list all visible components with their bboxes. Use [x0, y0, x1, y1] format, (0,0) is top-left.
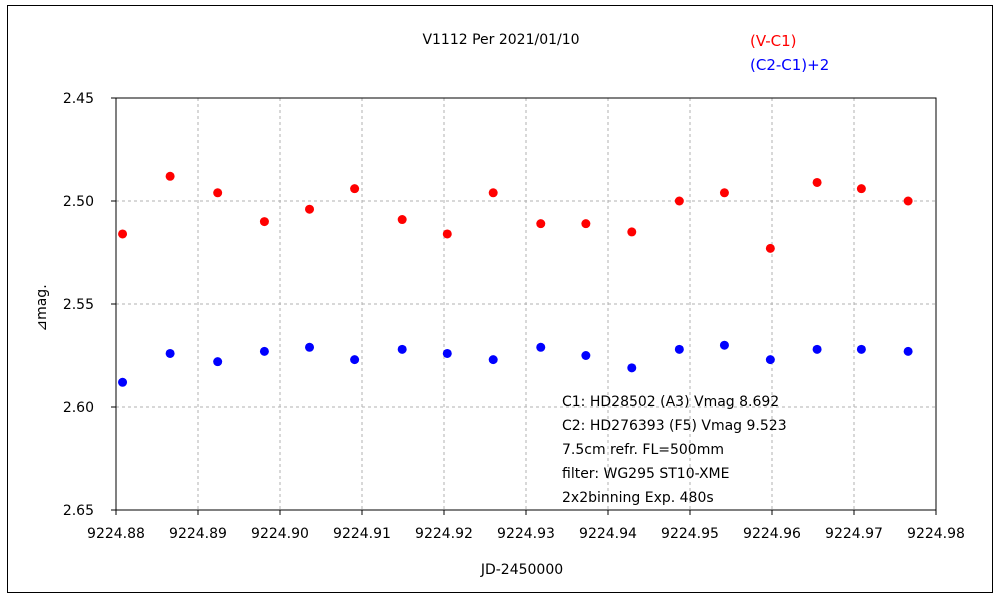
x-tick-label: 9224.95: [661, 526, 719, 542]
y-tick-label: 2.60: [63, 400, 94, 416]
x-axis-label: JD-2450000: [480, 562, 563, 578]
x-tick-label: 9224.89: [169, 526, 227, 542]
y-tick-label: 2.50: [63, 194, 94, 210]
x-tick-label: 9224.98: [907, 526, 965, 542]
data-point-c2-c1: [674, 344, 684, 354]
data-point-c2-c1: [536, 342, 546, 352]
data-point-c2-c1: [213, 357, 223, 367]
data-point-v-c1: [674, 196, 684, 206]
note-line-c1: C1: HD28502 (A3) Vmag 8.692: [562, 394, 779, 410]
data-point-v-c1: [856, 184, 866, 194]
data-point-c2-c1: [856, 344, 866, 354]
data-point-v-c1: [213, 188, 223, 198]
data-point-c2-c1: [259, 346, 269, 356]
data-points: [118, 171, 913, 387]
data-point-c2-c1: [765, 355, 775, 365]
data-point-v-c1: [350, 184, 360, 194]
data-point-v-c1: [581, 219, 591, 229]
scatter-chart: 9224.88 9224.89 9224.90 9224.91 9224.92 9224.…: [34, 32, 965, 578]
data-point-v-c1: [118, 229, 128, 239]
data-point-c2-c1: [812, 344, 822, 354]
data-point-c2-c1: [350, 355, 360, 365]
y-tick-label: 2.55: [63, 297, 94, 313]
data-point-v-c1: [442, 229, 452, 239]
y-tick-label: 2.45: [63, 91, 94, 107]
x-tick-label: 9224.94: [579, 526, 637, 542]
note-line-c2: C2: HD276393 (F5) Vmag 9.523: [562, 418, 787, 434]
grid-lines: [116, 98, 936, 510]
data-point-c2-c1: [305, 342, 315, 352]
x-tick-label: 9224.90: [251, 526, 309, 542]
note-line-filter: filter: WG295 ST10-XME: [562, 466, 729, 482]
data-point-v-c1: [259, 217, 269, 227]
data-point-v-c1: [903, 196, 913, 206]
data-point-v-c1: [627, 227, 637, 237]
legend-entry-c2-c1: (C2-C1)+2: [750, 56, 829, 74]
data-point-c2-c1: [719, 340, 729, 350]
y-axis-label: ⊿mag.: [34, 284, 50, 331]
legend-entry-v-c1: (V-C1): [750, 32, 797, 50]
data-point-v-c1: [305, 204, 315, 214]
data-point-v-c1: [165, 171, 175, 181]
note-line-exposure: 2x2binning Exp. 480s: [562, 490, 714, 506]
data-point-v-c1: [719, 188, 729, 198]
data-point-v-c1: [488, 188, 498, 198]
data-point-c2-c1: [165, 348, 175, 358]
x-tick-label: 9224.91: [333, 526, 391, 542]
data-point-v-c1: [765, 243, 775, 253]
x-tick-label: 9224.88: [87, 526, 145, 542]
data-point-c2-c1: [627, 363, 637, 373]
data-point-v-c1: [397, 215, 407, 225]
data-point-v-c1: [812, 177, 822, 187]
data-point-c2-c1: [442, 348, 452, 358]
data-point-c2-c1: [397, 344, 407, 354]
x-tick-label: 9224.92: [415, 526, 473, 542]
axis-ticks: 9224.88 9224.89 9224.90 9224.91 9224.92 9224.…: [63, 91, 965, 542]
observation-notes: C1: HD28502 (A3) Vmag 8.692 C2: HD276393…: [562, 394, 787, 506]
y-tick-label: 2.65: [63, 503, 94, 519]
x-tick-label: 9224.93: [497, 526, 555, 542]
data-point-c2-c1: [488, 355, 498, 365]
x-tick-label: 9224.96: [743, 526, 801, 542]
data-point-v-c1: [536, 219, 546, 229]
data-point-c2-c1: [903, 346, 913, 356]
chart-title: V1112 Per 2021/01/10: [422, 32, 579, 48]
data-point-c2-c1: [118, 377, 128, 387]
x-tick-label: 9224.97: [825, 526, 883, 542]
note-line-telescope: 7.5cm refr. FL=500mm: [562, 442, 724, 458]
chart-frame: 9224.88 9224.89 9224.90 9224.91 9224.92 9224.…: [7, 5, 993, 593]
data-point-c2-c1: [581, 351, 591, 360]
